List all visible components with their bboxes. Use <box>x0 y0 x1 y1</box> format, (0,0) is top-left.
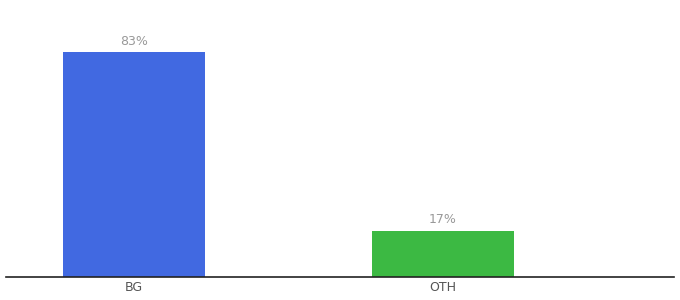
Text: 83%: 83% <box>120 34 148 48</box>
Bar <box>63 52 205 277</box>
Bar <box>372 230 513 277</box>
Text: 17%: 17% <box>429 213 457 226</box>
